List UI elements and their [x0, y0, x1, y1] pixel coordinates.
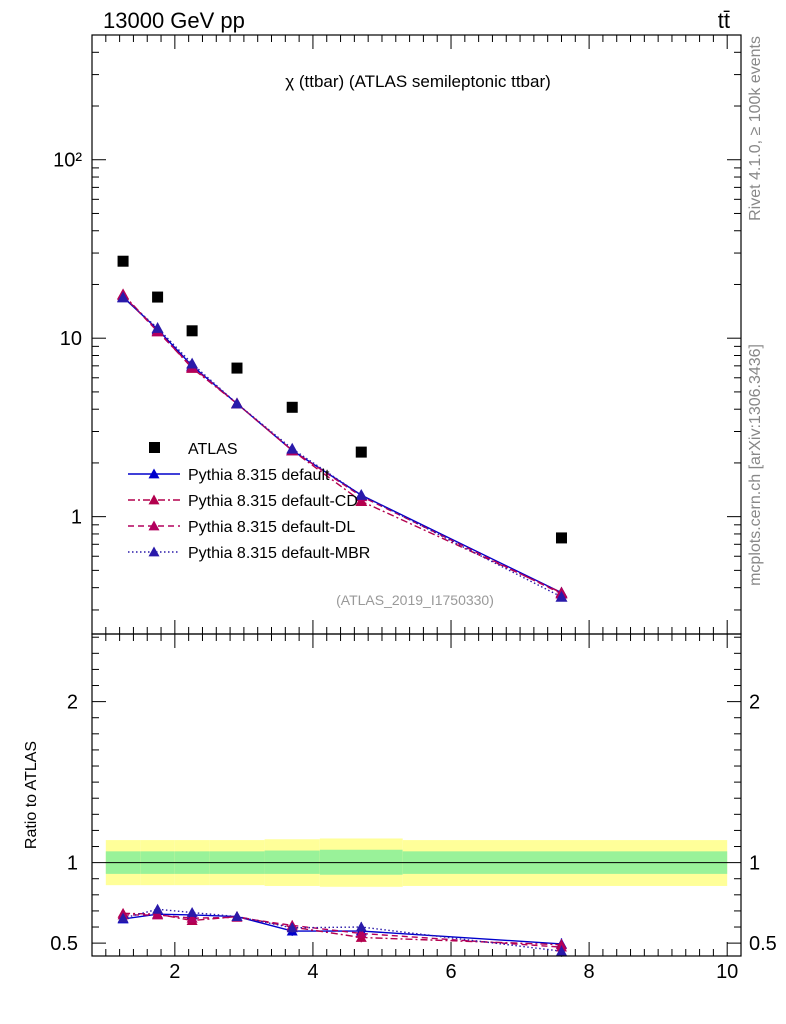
header-energy-label: 13000 GeV pp: [103, 8, 245, 33]
ratio-panel: 0.5 0.5 1 1 2 2 Ratio to ATLAS 2 4 6 8 10: [23, 633, 777, 983]
ratio-series-marker: [231, 911, 243, 921]
legend-entry-label: Pythia 8.315 default: [188, 467, 330, 484]
main-series-marker: [355, 489, 368, 500]
ratio-series-marker: [117, 912, 129, 923]
main-series-marker: [230, 397, 243, 409]
main-series-marker: [286, 442, 299, 454]
rivet-version-label: Rivet 4.1.0, ≥ 100k events: [747, 36, 764, 221]
x-tick-label: 2: [169, 961, 180, 983]
legend-entry-label: Pythia 8.315 default-DL: [188, 519, 355, 536]
legend-atlas-swatch: [149, 442, 160, 453]
ratio-y-tick-label: 2: [67, 692, 78, 714]
ratio-series-marker: [152, 909, 164, 920]
main-series-marker: [186, 357, 199, 369]
atlas-data-point: [231, 362, 243, 374]
ratio-y-tick-label: 1: [67, 853, 78, 875]
legend-marker-swatch: [148, 520, 160, 531]
ratio-series-marker: [355, 927, 367, 938]
main-series-marker: [555, 590, 568, 602]
ratio-y-tick-label-right: 1: [749, 853, 760, 875]
main-y-tick-label: 10²: [53, 150, 82, 172]
legend-entry-label: ATLAS: [188, 441, 238, 458]
legend-entry-label: Pythia 8.315 default-MBR: [188, 545, 370, 562]
atlas-data-point: [117, 255, 129, 267]
legend-entry-label: Pythia 8.315 default-CD: [188, 493, 358, 510]
ratio-series-marker: [186, 912, 198, 923]
atlas-data-point: [555, 532, 567, 544]
legend-marker-swatch: [148, 546, 160, 557]
ratio-series-marker: [152, 903, 164, 914]
ratio-series-marker: [186, 907, 198, 917]
main-y-tick-label: 1: [71, 507, 82, 529]
legend: ATLAS Pythia 8.315 default Pythia 8.315 de…: [128, 441, 370, 562]
main-y-tick-label: 10: [60, 328, 82, 350]
chart-title: χ (ttbar) (ATLAS semileptonic ttbar): [285, 72, 551, 91]
x-tick-label: 10: [716, 961, 738, 983]
legend-marker-swatch: [148, 494, 160, 505]
atlas-data-point: [152, 291, 164, 303]
ratio-frame: [91, 633, 742, 957]
x-tick-label: 4: [307, 961, 318, 983]
x-tick-label: 6: [445, 961, 456, 983]
header-process-label: tt̄: [718, 8, 730, 33]
atlas-data-point: [186, 325, 198, 337]
ratio-y-tick-label-right: 0.5: [749, 933, 777, 955]
legend-marker-swatch: [148, 468, 160, 479]
atlas-data-point: [355, 446, 367, 458]
atlas-data-point: [286, 401, 298, 413]
x-tick-label: 8: [584, 961, 595, 983]
analysis-tag-label: (ATLAS_2019_I1750330): [336, 592, 494, 608]
main-series-marker: [117, 291, 130, 303]
ratio-series-marker: [286, 922, 298, 933]
main-series-marker: [151, 322, 164, 333]
ratio-ylabel: Ratio to ATLAS: [23, 741, 40, 849]
ratio-series-marker: [355, 921, 367, 932]
ratio-series-marker: [555, 945, 567, 956]
mcplots-reference-label: mcplots.cern.ch [arXiv:1306.3436]: [747, 344, 764, 586]
ratio-y-tick-label-right: 2: [749, 692, 760, 714]
ratio-y-tick-label: 0.5: [50, 933, 78, 955]
main-panel: χ (ttbar) (ATLAS semileptonic ttbar) (AT…: [53, 34, 742, 635]
